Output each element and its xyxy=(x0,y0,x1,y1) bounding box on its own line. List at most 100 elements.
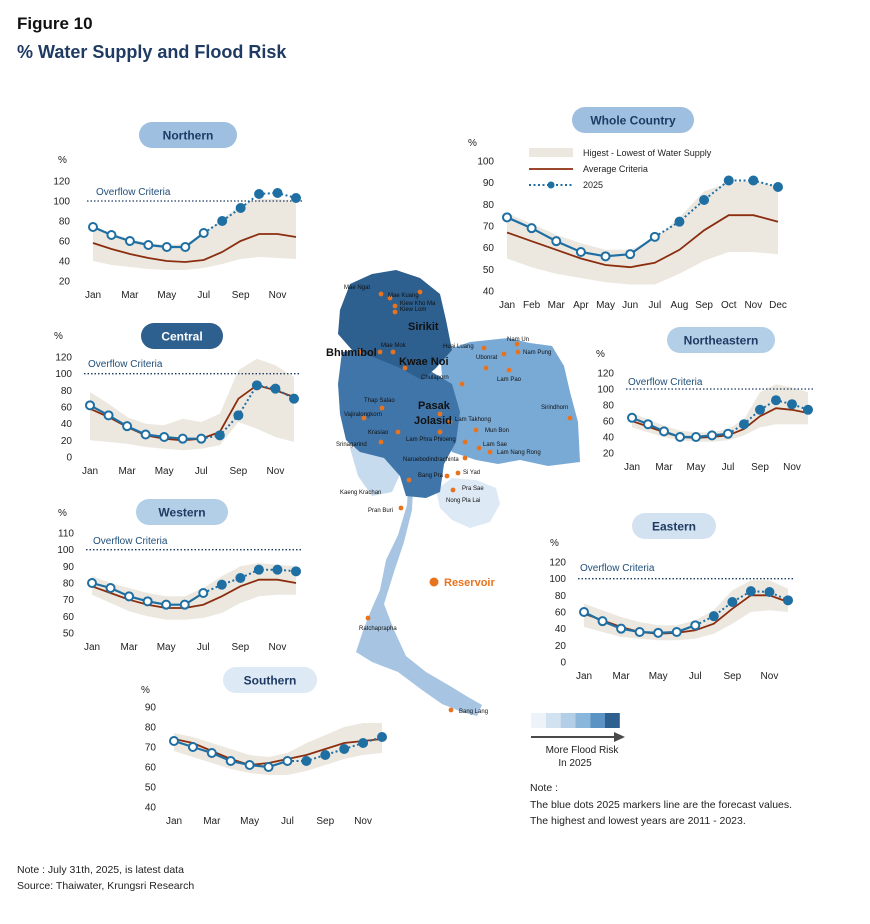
y-axis-label: % xyxy=(141,685,150,696)
year-2025-point xyxy=(142,596,153,607)
reservoir-marker xyxy=(481,345,487,351)
x-tick-label: Jul xyxy=(195,466,208,477)
year-2025-point xyxy=(377,732,387,742)
y-tick-label: 80 xyxy=(61,386,73,397)
y-axis-label: % xyxy=(468,138,477,149)
map-label-major: Bhumibol xyxy=(326,347,377,359)
year-2025-point xyxy=(659,426,669,437)
y-tick-label: 70 xyxy=(63,595,75,606)
year-2025-point xyxy=(214,430,225,441)
year-2025-point xyxy=(739,419,749,430)
overflow-criteria-label: Overflow Criteria xyxy=(93,536,168,547)
x-tick-label: Sep xyxy=(751,462,769,473)
y-tick-label: 50 xyxy=(145,783,157,794)
y-tick-label: 90 xyxy=(145,703,157,714)
year-2025-point xyxy=(671,627,682,637)
year-2025-point xyxy=(124,591,135,602)
map-label-major: Sirikit xyxy=(408,321,439,333)
year-2025-point xyxy=(196,433,207,444)
map-label: Mun Bon xyxy=(485,428,509,434)
x-tick-label: Sep xyxy=(232,290,250,301)
flood-scale-label-1: More Flood Risk xyxy=(546,745,620,756)
chart-title: Southern xyxy=(244,674,297,688)
year-2025-point xyxy=(272,188,283,198)
chart-title: Central xyxy=(161,330,202,344)
year-2025-point xyxy=(690,620,701,631)
reservoir-marker xyxy=(444,473,450,479)
year-2025-point xyxy=(187,742,198,752)
x-tick-label: Jul xyxy=(689,671,702,682)
year-2025-point xyxy=(289,393,299,404)
map-label-major: Kwae Noi xyxy=(399,356,449,368)
map-label: Lam Pao xyxy=(497,377,522,383)
y-tick-label: 0 xyxy=(66,453,72,464)
year-2025-point xyxy=(198,588,209,598)
year-2025-point xyxy=(270,383,281,394)
x-tick-label: May xyxy=(240,816,259,827)
chart-title: Northeastern xyxy=(684,334,759,348)
map-label: Bang Lang xyxy=(459,709,488,715)
reservoir-marker xyxy=(361,415,367,421)
year-2025-point xyxy=(169,736,179,746)
year-2025-point xyxy=(122,421,133,432)
y-tick-label: 100 xyxy=(597,385,614,396)
year-2025-point xyxy=(597,616,608,627)
flood-risk-scale: More Flood Risk In 2025 xyxy=(531,713,625,769)
reservoir-marker xyxy=(448,707,454,713)
map-region-southern xyxy=(355,445,482,716)
y-tick-label: 100 xyxy=(53,197,70,208)
year-2025-point xyxy=(649,231,660,242)
map-label: Bang Pra xyxy=(418,473,444,479)
year-2025-point xyxy=(180,242,191,252)
y-tick-label: 100 xyxy=(477,157,494,168)
x-tick-label: May xyxy=(649,671,668,682)
reservoir-marker xyxy=(514,341,520,347)
reservoir-marker xyxy=(459,381,465,387)
year-2025-point xyxy=(600,251,611,262)
year-2025-point xyxy=(233,410,244,421)
x-tick-label: May xyxy=(157,642,176,653)
x-tick-label: Jul xyxy=(722,462,735,473)
flood-scale-arrowhead xyxy=(614,732,625,742)
y-axis-label: % xyxy=(550,538,559,549)
map-label: Si Yad xyxy=(463,470,480,476)
year-2025-point xyxy=(177,433,188,444)
year-2025-point xyxy=(627,412,637,423)
flood-scale-swatch xyxy=(560,713,576,728)
overflow-criteria-label: Overflow Criteria xyxy=(88,359,163,370)
reservoir-marker xyxy=(417,289,423,295)
map-label: Chulaporn xyxy=(421,375,449,381)
map-label: Pra Sae xyxy=(462,486,484,492)
year-2025-point xyxy=(291,566,301,577)
x-tick-label: Nov xyxy=(761,671,779,682)
year-2025-point xyxy=(723,175,734,186)
y-tick-label: 60 xyxy=(603,417,615,428)
figure-title: % Water Supply and Flood Risk xyxy=(17,42,287,62)
chart-title: Eastern xyxy=(652,520,696,534)
year-2025-point xyxy=(272,564,283,575)
year-2025-point xyxy=(691,432,701,442)
legend-band-label: Higest - Lowest of Water Supply xyxy=(583,148,712,158)
reservoir-marker xyxy=(377,349,383,355)
high-low-band xyxy=(584,580,788,641)
chart-northeastern: Northeastern% 20 40 60 80 100 120 Jan Mar May Jul S… xyxy=(596,327,814,473)
y-tick-label: 20 xyxy=(59,277,71,288)
y-tick-label: 40 xyxy=(145,803,157,814)
note-heading: Note : xyxy=(530,782,559,794)
year-2025-point xyxy=(106,230,117,240)
chart-title-pill xyxy=(136,499,228,525)
map-label: Huai Luang xyxy=(443,344,474,350)
y-tick-label: 20 xyxy=(603,449,615,460)
year-2025-point xyxy=(575,247,586,257)
map-label: Sirindhorn xyxy=(541,405,568,411)
x-tick-label: Nov xyxy=(744,300,762,311)
reservoir-marker xyxy=(392,309,398,315)
year-2025-point xyxy=(675,432,685,442)
year-2025-point xyxy=(339,744,350,754)
x-tick-label: Jan xyxy=(166,816,182,827)
reservoir-marker xyxy=(378,439,384,445)
chart-title-pill xyxy=(223,667,317,693)
year-2025-point xyxy=(159,432,170,442)
